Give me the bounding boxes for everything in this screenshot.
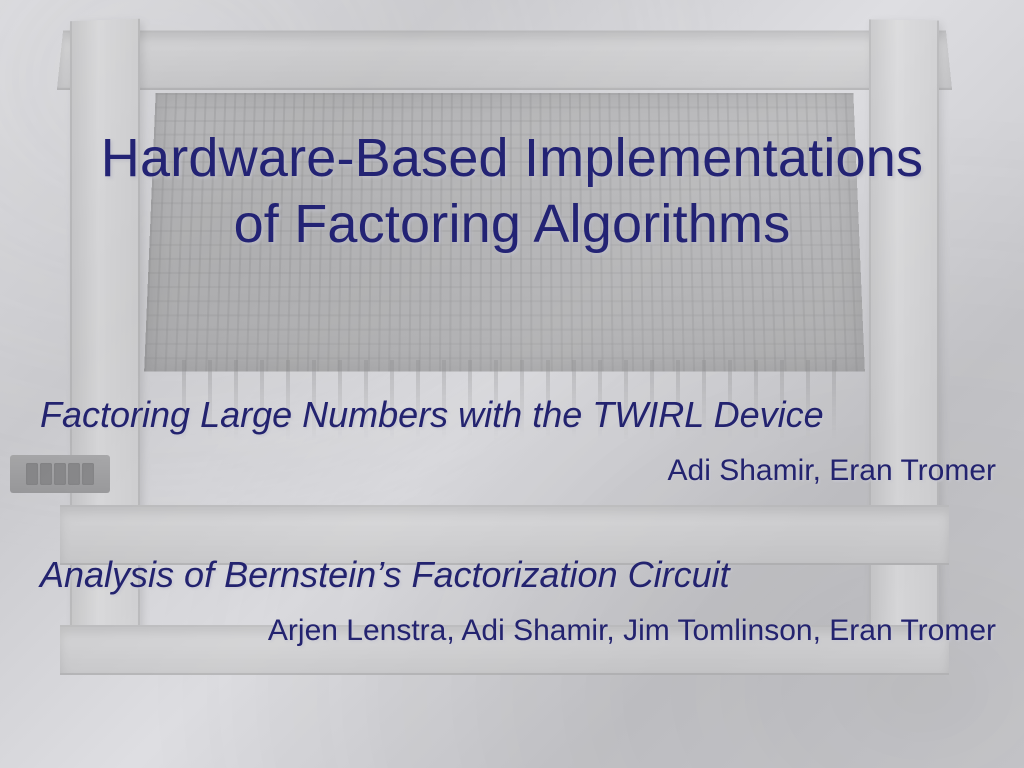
paper-1-authors: Adi Shamir, Eran Tromer [668, 454, 996, 488]
paper-2-authors: Arjen Lenstra, Adi Shamir, Jim Tomlinson… [268, 614, 996, 648]
slide-content: Hardware-Based Implementations of Factor… [0, 0, 1024, 768]
paper-1-title: Factoring Large Numbers with the TWIRL D… [40, 394, 824, 436]
slide-title: Hardware-Based Implementations of Factor… [0, 126, 1024, 258]
title-line-2: of Factoring Algorithms [234, 194, 791, 254]
title-line-1: Hardware-Based Implementations [101, 128, 923, 188]
paper-2-title: Analysis of Bernstein’s Factorization Ci… [40, 554, 730, 596]
